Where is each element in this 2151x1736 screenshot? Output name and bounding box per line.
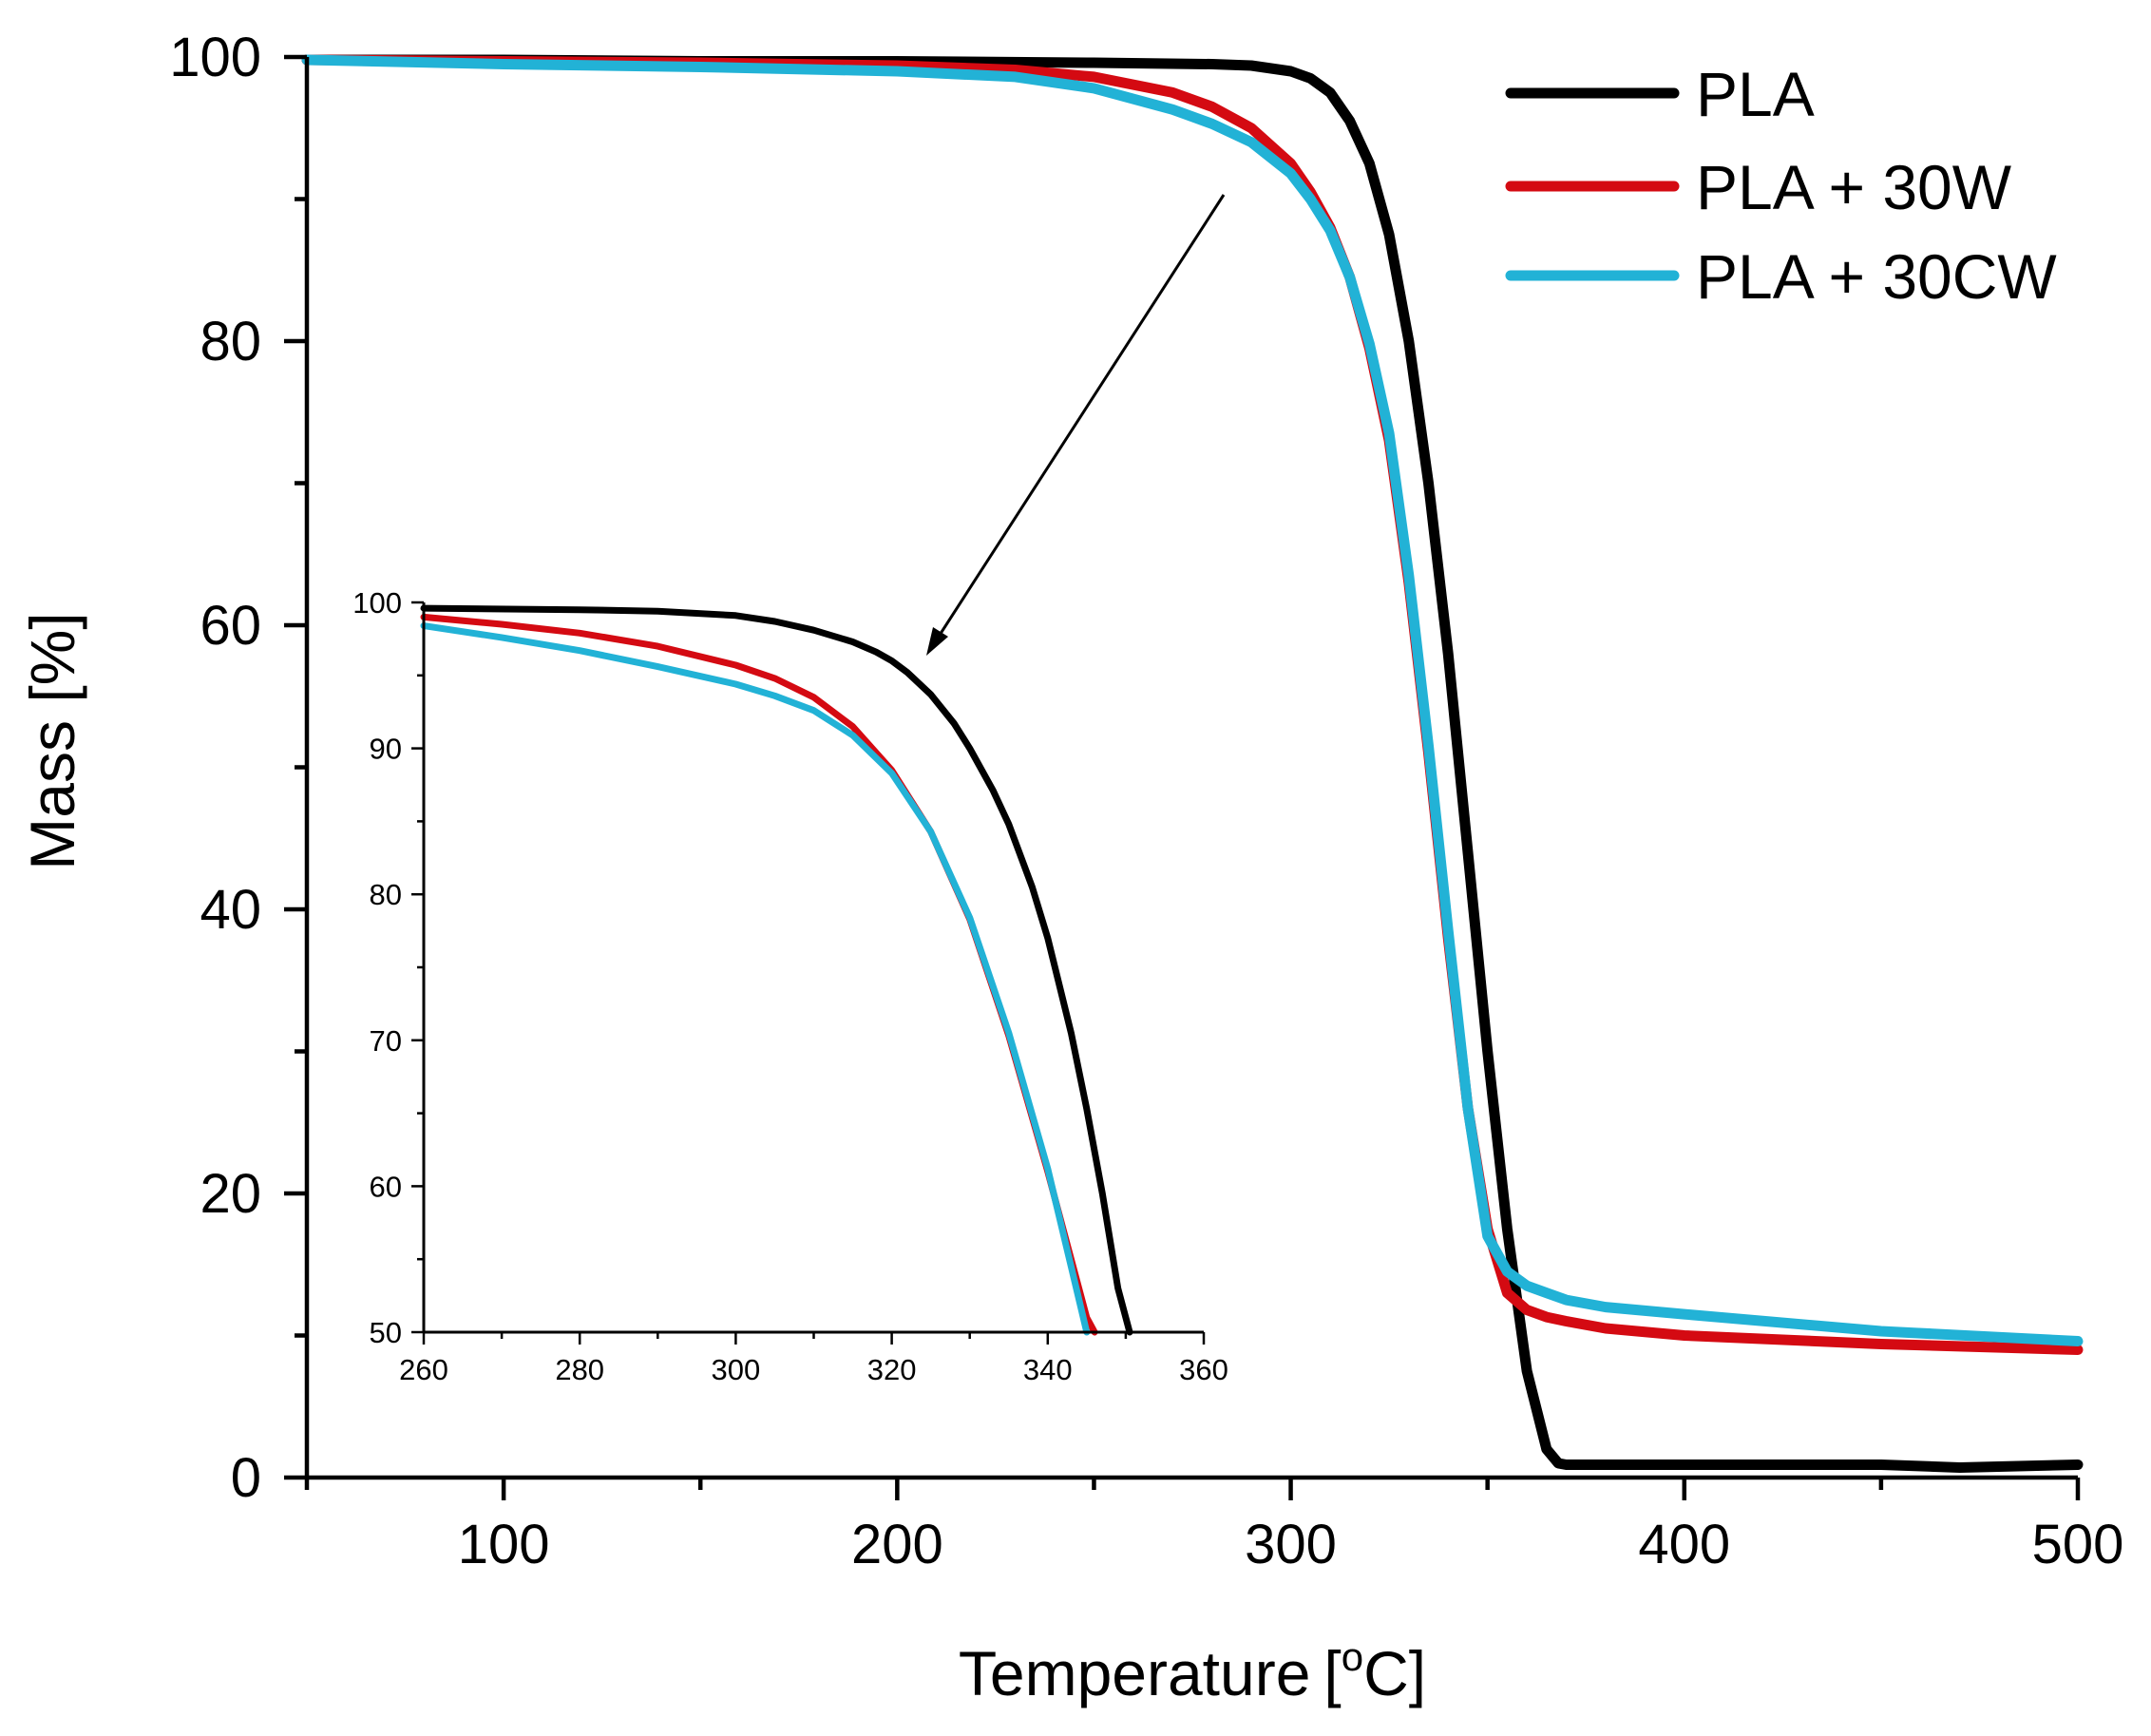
main-axes: 100 200 300 400 500 0 20 40 60 80 100 <box>169 27 2123 1575</box>
y-tick-label: 60 <box>200 595 261 657</box>
y-tick-label: 80 <box>200 311 261 372</box>
inset-x-tick-label: 260 <box>399 1353 448 1386</box>
legend-label-pla: PLA <box>1696 59 1815 129</box>
main-series-group <box>301 54 2084 1473</box>
inset-y-tick-label: 70 <box>370 1024 402 1058</box>
x-tick-label: 500 <box>2032 1514 2124 1575</box>
series-pla-30cw <box>301 54 2084 1346</box>
y-axis-title: Mass [%] <box>17 612 87 869</box>
x-tick-label: 100 <box>458 1514 550 1575</box>
inset-series-pla-30w <box>420 613 1098 1336</box>
inset-series-group <box>420 604 1133 1336</box>
y-tick-label: 0 <box>231 1447 261 1509</box>
inset-axes: 260 280 300 320 340 360 50 60 70 80 90 100 <box>352 586 1228 1386</box>
inset-x-tick-label: 300 <box>712 1353 761 1386</box>
x-tick-label: 300 <box>1245 1514 1337 1575</box>
x-axis-title-unit-celsius: C] <box>1363 1638 1426 1708</box>
inset-pointer-arrow-head <box>926 627 948 656</box>
x-axis-title: Temperature [oC] <box>959 1634 1426 1708</box>
inset-y-tick-label: 50 <box>370 1316 402 1349</box>
x-axis-title-unit-degree: o <box>1342 1634 1363 1679</box>
inset-y-tick-label: 100 <box>352 586 402 620</box>
inset-y-tick-label: 60 <box>370 1170 402 1203</box>
inset-pointer-arrow-line <box>933 194 1226 643</box>
x-axis-title-unit-open: [ <box>1323 1638 1341 1708</box>
main-plot: 100 200 300 400 500 0 20 40 60 80 100 Mass [%] Tem… <box>17 27 2123 1708</box>
inset-series-pla <box>420 604 1133 1336</box>
y-tick-label: 20 <box>200 1163 261 1225</box>
inset-plot: 260 280 300 320 340 360 50 60 70 80 90 100 <box>352 586 1228 1386</box>
legend-label-pla-30cw: PLA + 30CW <box>1696 241 2057 312</box>
inset-y-tick-label: 90 <box>370 733 402 766</box>
legend: PLA PLA + 30W PLA + 30CW <box>1505 59 2057 312</box>
inset-y-tick-label: 80 <box>370 878 402 911</box>
inset-x-tick-label: 340 <box>1023 1353 1073 1386</box>
x-axis-title-text: Temperature <box>959 1638 1311 1708</box>
legend-label-pla-30w: PLA + 30W <box>1696 152 2012 222</box>
y-tick-label: 100 <box>169 27 261 88</box>
y-tick-label: 40 <box>200 879 261 941</box>
x-tick-label: 200 <box>851 1514 943 1575</box>
series-pla <box>301 54 2084 1473</box>
inset-x-tick-label: 320 <box>867 1353 917 1386</box>
inset-x-tick-label: 280 <box>555 1353 604 1386</box>
x-tick-label: 400 <box>1638 1514 1730 1575</box>
inset-x-tick-label: 360 <box>1179 1353 1228 1386</box>
inset-series-pla-30cw <box>420 622 1091 1336</box>
